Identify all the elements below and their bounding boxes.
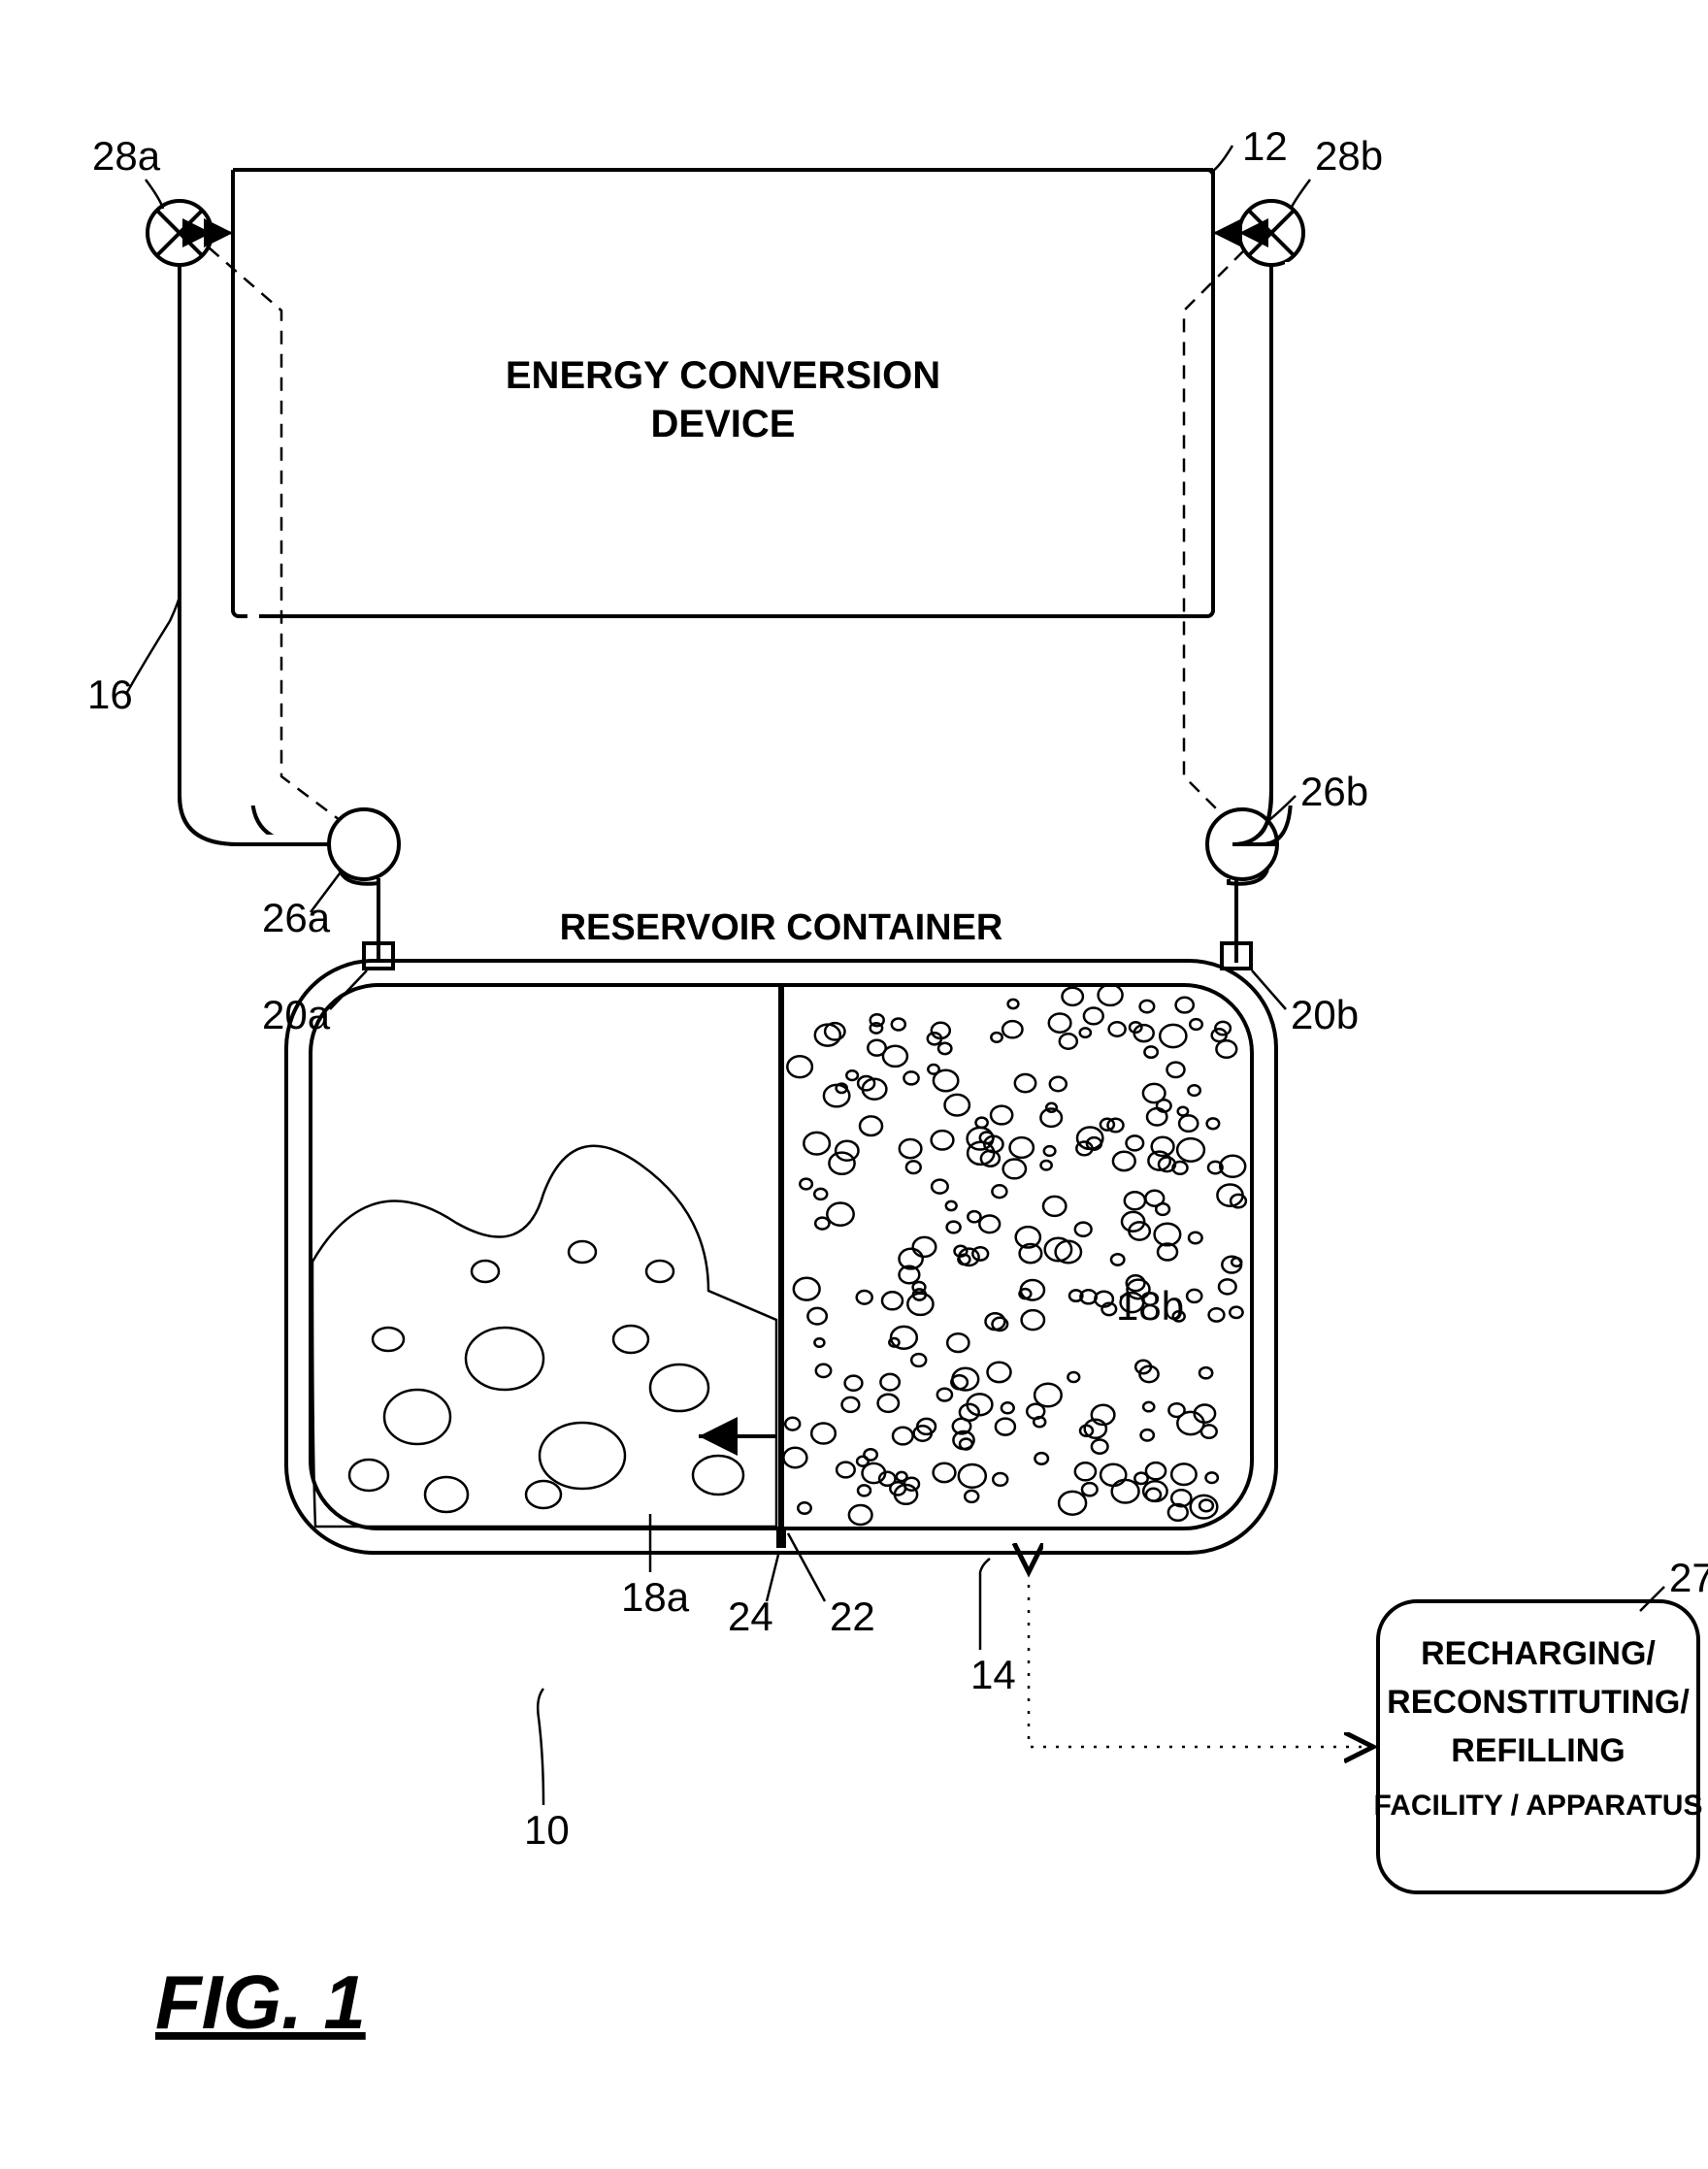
ref-18a: 18a — [621, 1574, 690, 1620]
facility-box: RECHARGING/ RECONSTITUTING/ REFILLING FA… — [1374, 1601, 1703, 1892]
facility-l2: RECONSTITUTING/ — [1387, 1684, 1690, 1721]
reservoir-label: RESERVOIR CONTAINER — [560, 907, 1003, 948]
ref-22: 22 — [830, 1594, 875, 1639]
ref-28a: 28a — [92, 133, 161, 179]
ref-16: 16 — [87, 672, 133, 717]
ref-27: 27 — [1669, 1555, 1708, 1600]
figure-svg: ENERGY CONVERSION DEVICE — [0, 0, 1708, 2169]
ref-26a: 26a — [262, 895, 331, 940]
ref-12: 12 — [1242, 123, 1288, 169]
ref-26b: 26b — [1300, 769, 1368, 814]
ref-20a: 20a — [262, 992, 331, 1037]
figure-label: FIG. 1 — [155, 1959, 366, 2045]
facility-l3: REFILLING — [1451, 1732, 1625, 1769]
left-conduit — [252, 265, 378, 963]
ref-20b: 20b — [1291, 992, 1359, 1037]
right-conduit — [1236, 265, 1291, 963]
ref-14: 14 — [970, 1652, 1016, 1697]
ref-10: 10 — [524, 1807, 570, 1853]
ref-18b: 18b — [1116, 1283, 1184, 1329]
energy-label-2: DEVICE — [651, 403, 796, 445]
energy-box: ENERGY CONVERSION DEVICE — [233, 170, 1213, 616]
pump-left — [329, 809, 399, 961]
facility-l4: FACILITY / APPARATUS — [1374, 1790, 1703, 1822]
pump-right — [1207, 809, 1277, 961]
energy-label-1: ENERGY CONVERSION — [506, 354, 940, 397]
ref-28b: 28b — [1315, 133, 1383, 179]
facility-l1: RECHARGING/ — [1421, 1635, 1656, 1672]
dotted-link — [1029, 1572, 1373, 1747]
reservoir — [286, 943, 1276, 1553]
